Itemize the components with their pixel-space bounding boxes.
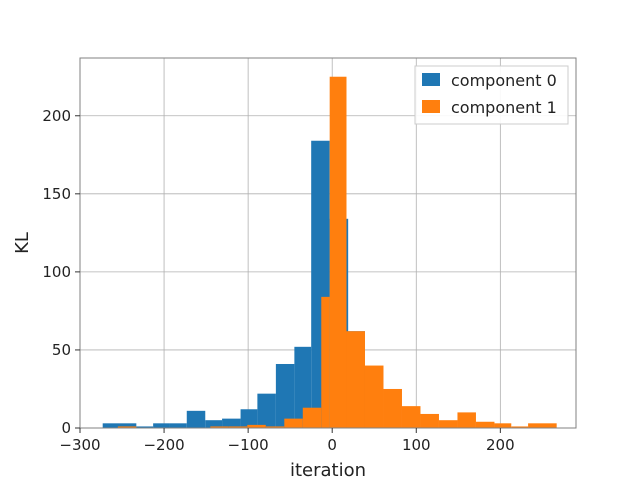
y-tick-label-4: 200 (42, 107, 71, 125)
bar-component-0-bin-5 (186, 410, 206, 428)
plot-frame (79, 57, 577, 429)
bar-component-1-bin-19 (457, 412, 476, 428)
bar-component-1-bin-12 (329, 76, 347, 428)
bar-component-1-bin-11 (321, 296, 330, 428)
bar-component-1-bin-5 (210, 426, 229, 428)
y-tick-label-2: 100 (42, 263, 71, 281)
legend-label-component-1: component 1 (451, 98, 557, 117)
bar-component-1-bin-9 (284, 418, 303, 428)
y-axis-label: KL (12, 232, 33, 254)
bar-component-1-bin-23 (528, 423, 557, 428)
bar-component-1-bin-16 (401, 406, 421, 428)
x-tick-label-1: −200 (143, 436, 184, 454)
bar-component-0-bin-4 (169, 423, 187, 428)
bar-component-1-bin-10 (302, 407, 322, 428)
bar-component-1-bin-6 (228, 426, 248, 428)
bar-component-1-bin-8 (265, 426, 285, 428)
bar-component-1-bin-17 (420, 413, 439, 428)
bar-component-0-bin-3 (153, 423, 170, 428)
bar-component-1-bin-7 (247, 424, 266, 428)
bar-component-0-bin-9 (257, 393, 276, 428)
bar-component-1-bin-22 (511, 426, 529, 428)
legend-swatch-component-1 (422, 100, 440, 113)
x-tick-label-2: −100 (228, 436, 269, 454)
legend-label-component-0: component 0 (451, 71, 557, 90)
bar-component-0-bin-10 (275, 363, 295, 428)
bar-component-1-bin-14 (364, 365, 384, 428)
x-axis-label: iteration (290, 460, 366, 480)
bar-component-1-bin-18 (438, 420, 458, 428)
y-tick-label-1: 50 (52, 341, 71, 359)
y-tick-label-3: 150 (42, 185, 71, 203)
bar-component-0-bin-1 (119, 423, 137, 428)
x-tick-label-3: 0 (327, 436, 337, 454)
bar-component-1-bin-21 (494, 423, 512, 428)
bar-component-1-bin-13 (346, 331, 365, 428)
legend: component 0 component 1 (414, 65, 569, 125)
bar-component-0-bin-7 (222, 418, 241, 428)
bar-component-0-bin-0 (102, 423, 120, 428)
axis-ticks: −300 −200 −100 0 100 200 0 50 100 150 200 (42, 107, 514, 454)
legend-box (414, 65, 569, 125)
histogram-bars (102, 76, 557, 428)
x-tick-label-5: 200 (486, 436, 515, 454)
legend-swatch-component-0 (422, 73, 440, 86)
bar-component-1-bin-15 (383, 388, 402, 428)
x-tick-label-4: 100 (402, 436, 431, 454)
bar-component-0-bin-8 (240, 409, 258, 428)
bar-component-0-bin-6 (205, 420, 223, 428)
y-tick-label-0: 0 (61, 419, 71, 437)
bar-component-1-bin-0 (117, 426, 137, 428)
bar-component-1-bin-20 (475, 421, 495, 428)
x-tick-label-0: −300 (59, 436, 100, 454)
bar-component-0-bin-2 (136, 426, 154, 428)
